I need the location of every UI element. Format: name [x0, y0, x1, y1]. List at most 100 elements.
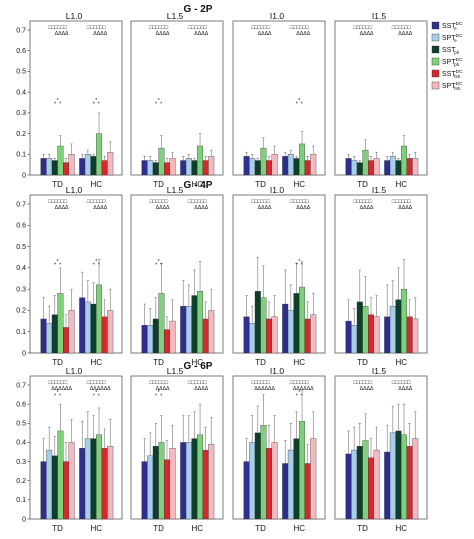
y-tick-label: 0.1: [16, 497, 26, 504]
category-label: HC: [395, 180, 407, 189]
significance-marker: *: [160, 102, 162, 108]
bar: [191, 438, 198, 520]
annotation-squares: □□□□□□: [48, 25, 68, 31]
bar: [304, 463, 311, 520]
category-label: TD: [153, 524, 164, 533]
bar: [84, 154, 91, 176]
significance-marker: *: [155, 102, 157, 108]
bar: [152, 162, 159, 176]
category-label: TD: [153, 358, 164, 367]
bar: [362, 305, 369, 354]
bar: [384, 316, 391, 354]
significance-marker: *: [296, 102, 298, 108]
annotation-triangles: ΔΔΔΔΔΔ: [51, 386, 72, 392]
panel-title: L1.5: [167, 185, 184, 195]
bar: [57, 293, 64, 354]
bar: [40, 318, 47, 354]
bar: [90, 438, 97, 520]
significance-marker: *: [160, 394, 162, 400]
annotation-triangles: ΔΔΔΔ: [296, 205, 310, 211]
annotation-squares: □□□□□□: [392, 199, 412, 205]
panel-title: L1.0: [66, 11, 83, 21]
category-label: TD: [255, 358, 266, 367]
category-label: TD: [357, 524, 368, 533]
annotation-triangles: ΔΔΔΔΔΔ: [293, 386, 314, 392]
bar: [362, 149, 369, 176]
bar: [345, 320, 352, 354]
category-label: HC: [90, 180, 102, 189]
annotation-triangles: ΔΔΔΔ: [258, 205, 272, 211]
y-tick-label: 0.1: [16, 329, 26, 336]
bar: [373, 158, 380, 176]
bar: [96, 434, 103, 520]
bar: [310, 438, 317, 520]
bar: [68, 442, 75, 520]
bar: [254, 160, 261, 176]
significance-marker: *: [98, 263, 100, 269]
significance-marker: *: [95, 259, 97, 265]
bar: [40, 461, 47, 520]
annotation-triangles: ΔΔΔΔ: [360, 386, 374, 392]
bar: [164, 459, 170, 520]
y-tick-label: 0: [22, 172, 26, 179]
bar: [412, 318, 419, 354]
legend-label: SSTDC e: [442, 21, 463, 32]
bar: [401, 288, 408, 354]
bar: [51, 160, 58, 176]
grid-title: G - 4P: [184, 180, 213, 191]
bar: [266, 318, 272, 354]
bar: [395, 430, 402, 520]
bar: [287, 449, 294, 520]
significance-marker: *: [301, 102, 303, 108]
bar: [169, 158, 176, 176]
bar: [356, 301, 363, 354]
legend-label: SSTDC fsh: [442, 69, 463, 80]
category-label: TD: [357, 358, 368, 367]
bar: [180, 442, 187, 520]
category-label: HC: [191, 358, 203, 367]
bar: [68, 154, 75, 176]
bar: [79, 297, 86, 354]
bar: [63, 327, 69, 354]
y-tick-label: 0.6: [16, 401, 26, 408]
bar: [249, 323, 256, 354]
category-label: TD: [52, 524, 63, 533]
annotation-squares: □□□□□□: [87, 199, 107, 205]
bar: [304, 160, 311, 176]
bar: [243, 316, 250, 354]
panel-title: I1.0: [270, 185, 284, 195]
bar: [46, 158, 53, 176]
legend-label: SPTDC fsh: [442, 81, 463, 92]
category-label: HC: [293, 358, 305, 367]
annotation-squares: □□□□□□: [353, 199, 373, 205]
y-tick-label: 0.5: [16, 244, 26, 251]
bar: [101, 316, 108, 354]
bar: [266, 160, 272, 176]
bar: [395, 299, 402, 354]
significance-marker: *: [59, 102, 61, 108]
bar: [345, 453, 352, 520]
legend-swatch: [431, 57, 440, 66]
significance-marker: *: [158, 390, 160, 396]
bar: [395, 160, 402, 176]
bar: [345, 158, 352, 176]
bar: [158, 442, 165, 520]
legend-label: SPTDC ph: [442, 57, 463, 68]
bar: [282, 463, 289, 520]
annotation-squares: □□□□□□: [188, 25, 208, 31]
annotation-triangles: ΔΔΔΔ: [194, 205, 208, 211]
y-tick-label: 0.7: [16, 201, 26, 208]
bar: [384, 451, 391, 520]
y-tick-label: 0.7: [16, 382, 26, 389]
annotation-triangles: ΔΔΔΔ: [360, 205, 374, 211]
bar: [164, 329, 170, 354]
annotation-squares: □□□□□□: [392, 380, 412, 386]
significance-marker: *: [54, 102, 56, 108]
y-tick-label: 0.5: [16, 69, 26, 76]
bar: [243, 156, 250, 176]
annotation-triangles: ΔΔΔΔ: [360, 31, 374, 37]
